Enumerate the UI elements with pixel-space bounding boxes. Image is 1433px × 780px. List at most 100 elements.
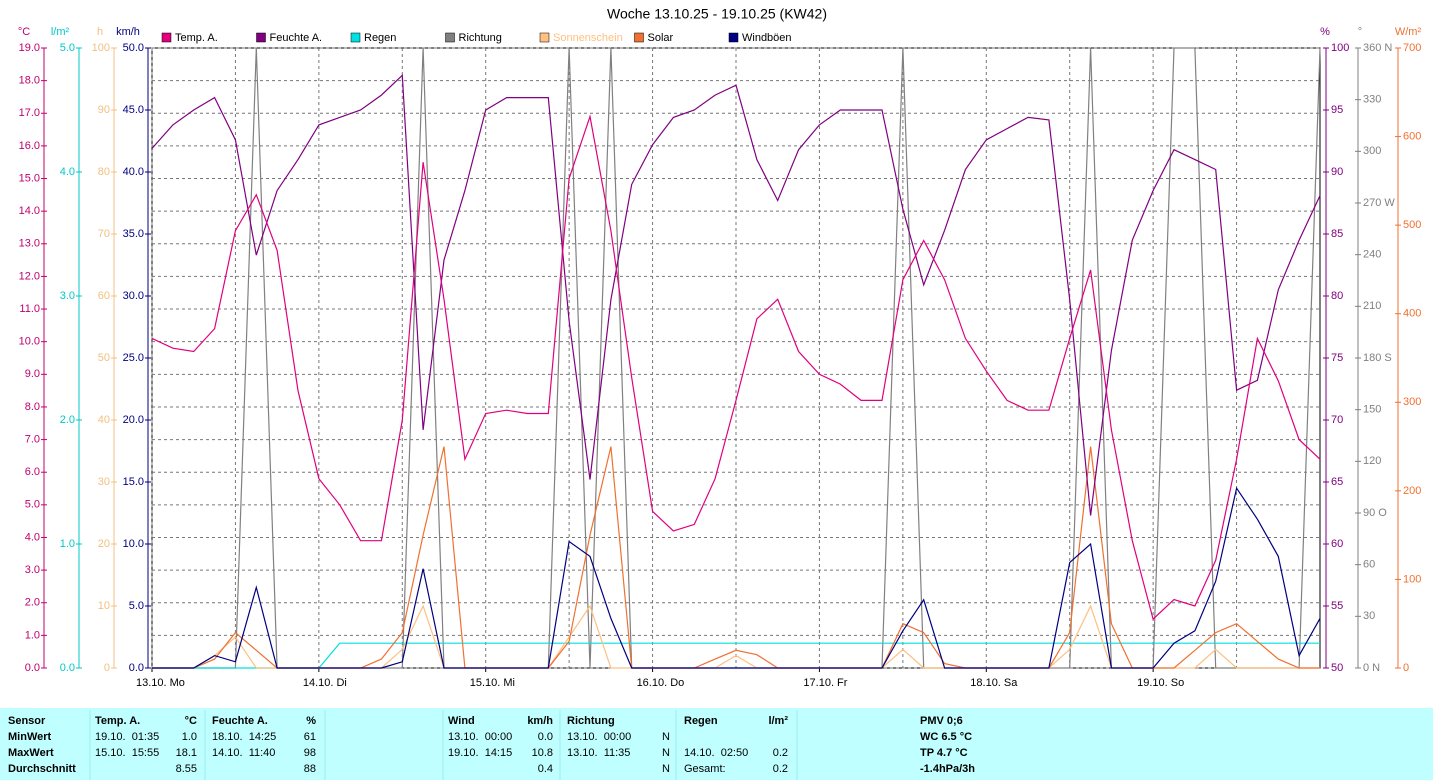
table-cell: Gesamt: bbox=[684, 763, 726, 775]
legend-label: Regen bbox=[364, 32, 396, 44]
legend-swatch bbox=[161, 32, 172, 43]
y-tick-label: 240 bbox=[1363, 249, 1381, 261]
y-tick-label: 16.0 bbox=[19, 140, 40, 152]
y-tick-label: 50 bbox=[98, 352, 110, 364]
y-tick-label: 9.0 bbox=[25, 368, 40, 380]
y-tick-label: 4.0 bbox=[60, 166, 75, 178]
y-tick-label: 30 bbox=[1363, 610, 1375, 622]
legend-label: Feuchte A. bbox=[270, 32, 323, 44]
table-cell: 19.10. 14:15 bbox=[448, 747, 512, 759]
y-tick-label: 12.0 bbox=[19, 270, 40, 282]
axis-title: W/m² bbox=[1395, 26, 1422, 38]
y-tick-label: 1.0 bbox=[60, 538, 75, 550]
y-tick-label: 2.0 bbox=[25, 597, 40, 609]
y-tick-label: 4.0 bbox=[25, 531, 40, 543]
axis-title: l/m² bbox=[51, 26, 70, 38]
y-tick-label: 120 bbox=[1363, 455, 1381, 467]
y-tick-label: 0 bbox=[104, 662, 110, 674]
legend-swatch bbox=[350, 32, 361, 43]
table-header: Wind bbox=[448, 715, 475, 727]
table-cell: 18.1 bbox=[176, 747, 197, 759]
table-cell: N bbox=[662, 731, 670, 743]
y-tick-label: 10.0 bbox=[123, 538, 144, 550]
axis-title: °C bbox=[18, 26, 30, 38]
table-cell: 61 bbox=[304, 731, 316, 743]
x-tick-label: 19.10. So bbox=[1137, 677, 1184, 689]
y-tick-label: 200 bbox=[1403, 485, 1421, 497]
y-tick-label: 75 bbox=[1331, 352, 1343, 364]
y-tick-label: 210 bbox=[1363, 300, 1381, 312]
y-tick-label: 0 bbox=[1403, 662, 1409, 674]
legend-swatch bbox=[634, 32, 644, 43]
table-header: Richtung bbox=[567, 715, 615, 727]
series-line bbox=[151, 73, 1321, 516]
table-cell: 13.10. 11:35 bbox=[567, 747, 630, 759]
y-tick-label: 10 bbox=[98, 600, 110, 612]
y-tick-label: 20 bbox=[98, 538, 110, 550]
y-tick-label: 17.0 bbox=[19, 107, 40, 119]
y-tick-label: 5.0 bbox=[25, 499, 40, 511]
y-tick-label: 360 N bbox=[1363, 42, 1392, 54]
y-tick-label: 20.0 bbox=[123, 414, 144, 426]
y-tick-label: 55 bbox=[1331, 600, 1343, 612]
y-tick-label: 85 bbox=[1331, 228, 1343, 240]
table-cell: 14.10. 02:50 bbox=[684, 747, 748, 759]
row-label: MaxWert bbox=[8, 747, 54, 759]
table-cell: 88 bbox=[304, 763, 316, 775]
y-tick-label: 65 bbox=[1331, 476, 1343, 488]
table-header: % bbox=[306, 715, 316, 727]
x-tick-label: 18.10. Sa bbox=[970, 677, 1018, 689]
x-tick-label: 14.10. Di bbox=[303, 677, 347, 689]
legend-label: Temp. A. bbox=[175, 32, 218, 44]
row-label: Durchschnitt bbox=[8, 763, 76, 775]
y-tick-label: 100 bbox=[92, 42, 110, 54]
table-cell: 19.10. 01:35 bbox=[95, 731, 159, 743]
table-header: Temp. A. bbox=[95, 715, 140, 727]
y-tick-label: 500 bbox=[1403, 219, 1421, 231]
series-line bbox=[151, 114, 1321, 621]
y-tick-label: 80 bbox=[98, 166, 110, 178]
y-tick-label: 90 O bbox=[1363, 507, 1387, 519]
y-tick-label: 19.0 bbox=[19, 42, 40, 54]
y-tick-label: 270 W bbox=[1363, 197, 1395, 209]
axis-title: km/h bbox=[116, 26, 140, 38]
y-tick-label: 3.0 bbox=[60, 290, 75, 302]
y-tick-label: 330 bbox=[1363, 94, 1381, 106]
legend-label: Solar bbox=[648, 32, 674, 44]
y-tick-label: 40.0 bbox=[123, 166, 144, 178]
table-header: km/h bbox=[527, 715, 553, 727]
y-tick-label: 600 bbox=[1403, 130, 1421, 142]
table-cell: TP 4.7 °C bbox=[920, 747, 968, 759]
y-tick-label: 15.0 bbox=[19, 172, 40, 184]
y-tick-label: 40 bbox=[98, 414, 110, 426]
legend-label: Sonnenschein bbox=[553, 32, 623, 44]
y-tick-label: 14.0 bbox=[19, 205, 40, 217]
y-tick-label: 10.0 bbox=[19, 336, 40, 348]
y-tick-label: 11.0 bbox=[19, 303, 40, 315]
y-tick-label: 70 bbox=[98, 228, 110, 240]
table-cell: 14.10. 11:40 bbox=[212, 747, 275, 759]
y-tick-label: 15.0 bbox=[123, 476, 144, 488]
axis-title: h bbox=[97, 26, 103, 38]
table-header: PMV 0;6 bbox=[920, 715, 963, 727]
y-tick-label: 60 bbox=[1363, 559, 1375, 571]
table-cell: 1.0 bbox=[182, 731, 197, 743]
table-cell: N bbox=[662, 747, 670, 759]
y-tick-label: 13.0 bbox=[19, 238, 40, 250]
axis-title: % bbox=[1320, 26, 1330, 38]
legend-label: Richtung bbox=[459, 32, 502, 44]
y-tick-label: 100 bbox=[1331, 42, 1349, 54]
y-tick-label: 35.0 bbox=[123, 228, 144, 240]
table-cell: N bbox=[662, 763, 670, 775]
y-tick-label: 1.0 bbox=[25, 629, 40, 641]
y-tick-label: 2.0 bbox=[60, 414, 75, 426]
chart-title: Woche 13.10.25 - 19.10.25 (KW42) bbox=[607, 6, 827, 22]
table-background bbox=[0, 708, 1433, 780]
y-tick-label: 300 bbox=[1363, 145, 1381, 157]
series-line bbox=[152, 642, 1320, 669]
stats-table: Sensor Temp. A. °C Feuchte A.% Wind km/h Richt… bbox=[8, 710, 975, 780]
y-tick-label: 150 bbox=[1363, 404, 1381, 416]
table-cell: 13.10. 00:00 bbox=[567, 731, 631, 743]
y-tick-label: 180 S bbox=[1363, 352, 1392, 364]
y-tick-label: 90 bbox=[1331, 166, 1343, 178]
